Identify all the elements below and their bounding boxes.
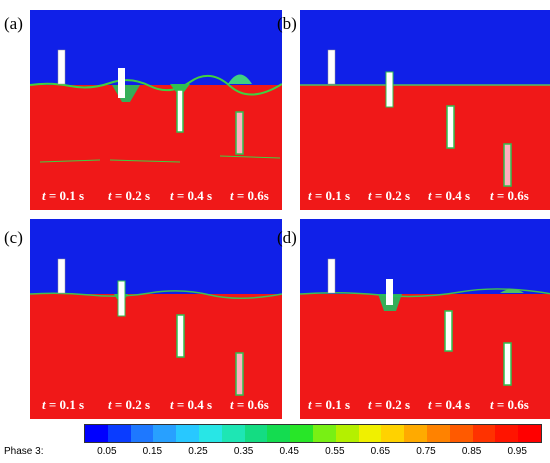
color-swatch [244, 425, 268, 442]
panel-d: t = 0.1 s t = 0.2 s t = 0.4 s t = 0.6s [300, 219, 550, 419]
time-label: t = 0.6s [490, 397, 529, 412]
color-swatch [518, 425, 541, 442]
panel-a: t = 0.1 s t = 0.2 s t = 0.4 s t = 0.6s [30, 10, 282, 210]
time-label: t = 0.1 s [42, 397, 85, 412]
tick-label: 0.05 [97, 446, 117, 457]
time-label: t = 0.1 s [42, 188, 85, 203]
time-label: t = 0.2 s [368, 188, 411, 203]
time-label: t = 0.4 s [170, 188, 213, 203]
color-swatch [335, 425, 359, 442]
time-label: t = 0.1 s [308, 188, 351, 203]
color-swatch [130, 425, 154, 442]
time-label: t = 0.4 s [428, 397, 471, 412]
color-swatch [404, 425, 427, 442]
color-swatch [290, 425, 313, 442]
color-swatch [449, 425, 473, 442]
color-scale-bar [84, 424, 542, 443]
panel-b: t = 0.1 s t = 0.2 s t = 0.4 s t = 0.6s [300, 10, 550, 210]
color-swatch [267, 425, 291, 442]
panel-label-a: (a) [4, 14, 23, 33]
contour-plot-a [30, 10, 282, 210]
color-swatch [85, 425, 108, 442]
time-label: t = 0.2 s [108, 397, 151, 412]
tick-label: 0.45 [279, 446, 299, 457]
color-swatch [176, 425, 199, 442]
tick-label: 0.85 [461, 446, 482, 457]
color-swatch [495, 425, 519, 442]
tick-label: 0.75 [416, 446, 436, 457]
time-label: t = 0.6s [230, 397, 269, 412]
color-swatch [312, 425, 336, 442]
contour-plot-d [300, 219, 550, 419]
contour-plot-c [30, 219, 282, 419]
color-swatch [198, 425, 222, 442]
time-label: t = 0.6s [490, 188, 529, 203]
tick-label: 0.95 [507, 446, 527, 457]
color-swatch [221, 425, 245, 442]
legend-title: Phase 3: [4, 446, 44, 457]
time-label: t = 0.2 s [368, 397, 411, 412]
tick-label: 0.15 [142, 446, 163, 457]
panel-c: t = 0.1 s t = 0.2 s t = 0.4 s t = 0.6s [30, 219, 282, 419]
tick-label: 0.35 [233, 446, 254, 457]
panel-label-d: (d) [277, 228, 297, 247]
tick-label: 0.25 [188, 446, 208, 457]
time-label: t = 0.6s [230, 188, 269, 203]
time-label: t = 0.4 s [170, 397, 213, 412]
contour-plot-b [300, 10, 550, 210]
time-label: t = 0.1 s [308, 397, 351, 412]
color-swatch [358, 425, 382, 442]
color-swatch [381, 425, 405, 442]
panel-label-b: (b) [277, 14, 297, 33]
color-swatch [426, 425, 450, 442]
color-swatch [153, 425, 177, 442]
color-swatch [472, 425, 496, 442]
color-swatch [107, 425, 131, 442]
time-label: t = 0.4 s [428, 188, 471, 203]
tick-label: 0.55 [325, 446, 345, 457]
tick-label: 0.65 [370, 446, 391, 457]
time-label: t = 0.2 s [108, 188, 151, 203]
panel-label-c: (c) [4, 228, 23, 247]
